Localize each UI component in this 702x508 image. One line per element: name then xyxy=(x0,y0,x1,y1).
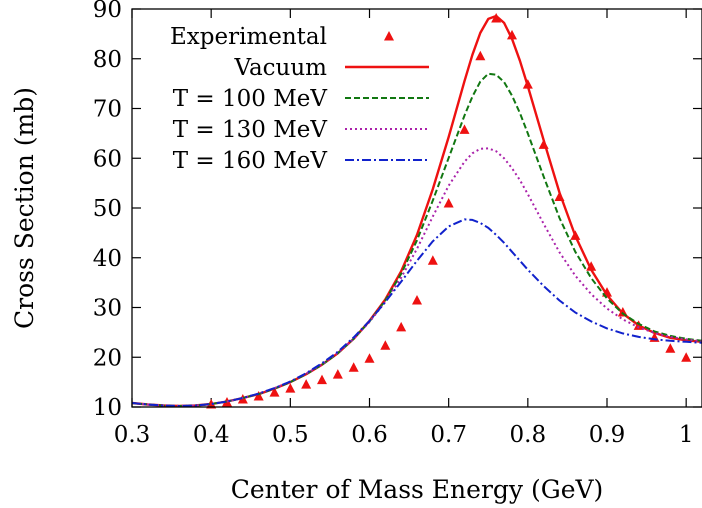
y-axis-label: Cross Section (mb) xyxy=(10,87,39,329)
y-tick-label: 90 xyxy=(93,0,122,23)
series-1-point xyxy=(475,50,486,61)
x-tick-label: 0.9 xyxy=(589,422,626,448)
x-tick-label: 0.6 xyxy=(351,422,388,448)
series-1-point xyxy=(396,321,407,332)
series-1-point xyxy=(380,340,391,350)
x-tick-label: 0.3 xyxy=(114,422,151,448)
y-tick-label: 60 xyxy=(93,146,122,172)
legend-entry-label: T = 160 MeV xyxy=(173,148,328,174)
y-tick-label: 50 xyxy=(93,196,122,222)
legend-entry-label: Vacuum xyxy=(233,55,327,81)
legend-entry-label: T = 100 MeV xyxy=(173,86,328,112)
x-tick-label: 0.5 xyxy=(272,422,309,448)
series-1-point xyxy=(665,343,676,353)
series-1-point xyxy=(491,12,502,23)
y-tick-label: 80 xyxy=(93,47,122,73)
series-1-point xyxy=(332,369,343,379)
plot-frame xyxy=(131,8,702,408)
x-tick-label: 0.8 xyxy=(510,422,547,448)
y-tick-label: 40 xyxy=(93,246,122,272)
series-5-line xyxy=(131,218,702,407)
x-axis-label: Center of Mass Energy (GeV) xyxy=(231,475,604,504)
legend: Experimental Vacuum T = 100 MeV T = 130 MeV… xyxy=(170,24,429,174)
series-1-point xyxy=(443,198,454,208)
y-tick-label: 20 xyxy=(93,345,122,371)
series-1-point xyxy=(364,353,375,363)
series-3-line xyxy=(131,72,702,407)
y-tick-label: 70 xyxy=(93,97,122,123)
legend-entry-label: T = 130 MeV xyxy=(173,117,328,143)
series-1-point xyxy=(507,29,517,40)
y-tick-label: 10 xyxy=(93,395,122,421)
series-1-point xyxy=(253,391,264,401)
series-1-point xyxy=(348,362,359,372)
legend-entry-marker xyxy=(384,31,394,41)
series-1-point xyxy=(269,387,280,397)
series-1-point xyxy=(301,379,312,389)
series-1-point xyxy=(586,261,597,271)
series-4-line xyxy=(131,147,702,407)
series-1-point xyxy=(412,295,422,305)
legend-entry-label: Experimental xyxy=(170,24,327,50)
series-1-point xyxy=(317,374,327,385)
x-tick-label: 0.4 xyxy=(193,422,230,448)
x-tick-label: 1 xyxy=(679,422,694,448)
series-1-point xyxy=(285,383,296,393)
series-1-point xyxy=(681,352,692,362)
plot-area xyxy=(131,12,702,409)
axis-ticks: 0.3 0.4 0.5 0.6 0.7 0.8 0.9 1 10 20 30 40 50 60 70 80 90 xyxy=(93,0,702,448)
y-tick-label: 30 xyxy=(93,296,122,322)
series-1-point xyxy=(459,124,470,134)
series-2-line xyxy=(131,14,702,408)
x-tick-label: 0.7 xyxy=(430,422,467,448)
series-1-point xyxy=(427,255,438,265)
